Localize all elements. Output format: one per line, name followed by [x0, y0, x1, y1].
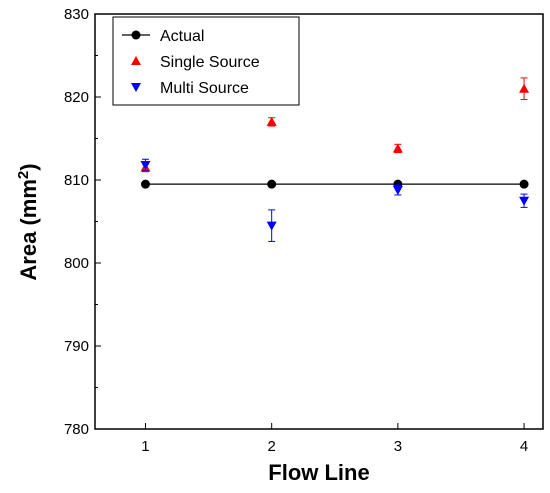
- x-axis-title: Flow Line: [268, 460, 369, 485]
- data-point: [392, 143, 403, 153]
- y-tick-label: 810: [64, 172, 89, 189]
- data-point: [519, 83, 530, 93]
- x-tick-label: 4: [520, 438, 528, 455]
- data-point: [140, 179, 150, 189]
- legend-box: [112, 16, 300, 106]
- y-tick-label: 820: [64, 89, 89, 106]
- y-axis-title-end: ): [16, 163, 41, 170]
- data-point: [519, 196, 530, 206]
- series-multi-source: [140, 158, 530, 242]
- data-point: [267, 179, 277, 189]
- legend: Actual Single Source Multi Source: [112, 16, 300, 106]
- y-tick-label: 780: [64, 421, 89, 438]
- x-tick-label: 2: [268, 438, 276, 455]
- legend-label: Multi Source: [160, 80, 249, 97]
- x-tick-label: 1: [141, 438, 149, 455]
- data-point: [140, 161, 151, 171]
- y-tick-label: 790: [64, 338, 89, 355]
- data-point: [266, 221, 277, 231]
- legend-marker: [131, 56, 141, 65]
- legend-label: Actual: [160, 28, 204, 45]
- x-tick-label: 3: [394, 438, 402, 455]
- y-axis-title: Area (mm2): [15, 163, 41, 280]
- y-axis-title-main: Area (mm: [16, 179, 41, 280]
- legend-label: Single Source: [160, 54, 260, 71]
- data-point: [266, 116, 277, 126]
- data-point: [519, 179, 529, 189]
- y-tick-label: 830: [64, 6, 89, 23]
- legend-marker: [131, 83, 141, 92]
- legend-marker: [131, 30, 141, 40]
- y-axis-title-sup: 2: [15, 171, 32, 179]
- series-actual: [140, 179, 529, 189]
- data-point: [392, 185, 403, 195]
- y-tick-label: 800: [64, 255, 89, 272]
